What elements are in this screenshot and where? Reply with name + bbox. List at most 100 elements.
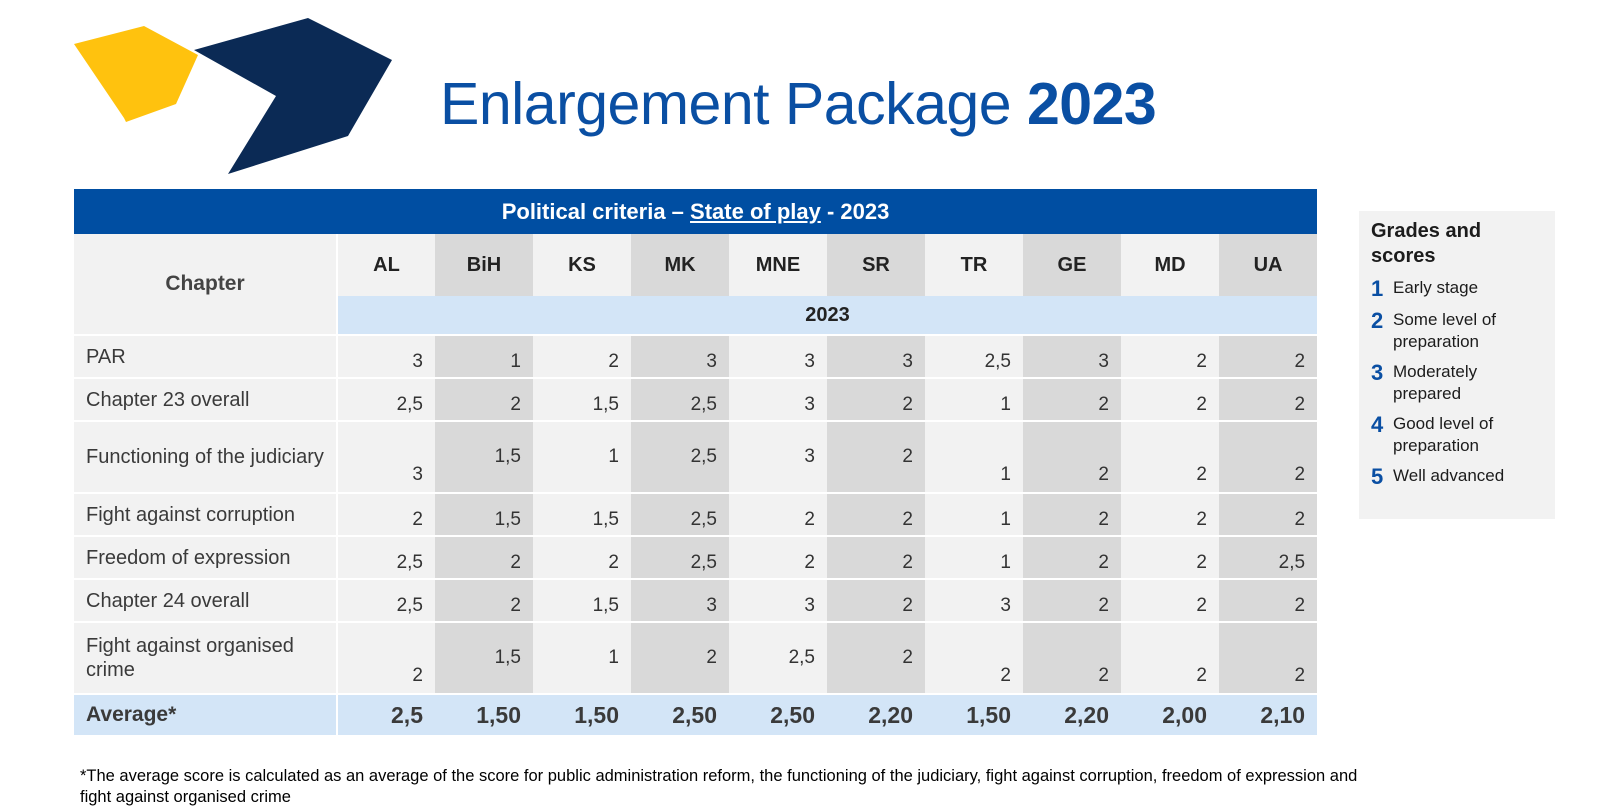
score-cell: 2 (1121, 420, 1219, 493)
score-cell: 3 (631, 334, 729, 378)
table-row: Chapter 23 overall 2,5 2 1,5 2,5 3 2 1 2 2 2 (74, 377, 1318, 421)
score-cell: 2 (729, 492, 827, 536)
average-cell: 2,20 (1023, 693, 1121, 735)
score-cell: 3 (729, 377, 827, 421)
column-header-md: MD (1121, 234, 1219, 296)
table-row: PAR 3 1 2 3 3 3 2,5 3 2 2 (74, 334, 1318, 378)
score-cell: 2 (1219, 334, 1318, 378)
score-cell: 2 (1219, 377, 1318, 421)
table-caption: Political criteria – State of play - 202… (74, 189, 1318, 234)
row-label: Fight against organised crime (74, 621, 338, 694)
score-cell: 1,5 (533, 377, 631, 421)
row-label: Fight against corruption (74, 492, 338, 536)
column-header-sr: SR (827, 234, 925, 296)
score-cell: 2 (1121, 578, 1219, 622)
legend-items: 1 Early stage 2 Some level of preparation 3 M… (1371, 277, 1543, 489)
average-cell: 2,10 (1219, 693, 1318, 735)
average-cell: 2,50 (631, 693, 729, 735)
score-cell: 2,5 (925, 334, 1023, 378)
table-row: Freedom of expression 2,5 2 2 2,5 2 2 1 2 2 2,5 (74, 535, 1318, 579)
score-cell: 1 (925, 377, 1023, 421)
column-header-mk: MK (631, 234, 729, 296)
average-cell: 2,5 (337, 693, 435, 735)
score-cell: 2 (631, 621, 729, 694)
score-cell: 3 (827, 334, 925, 378)
score-cell: 2,5 (337, 377, 435, 421)
table-row: Functioning of the judiciary 3 1,5 1 2,5 3 2 1 2… (74, 420, 1318, 493)
legend-grade-label: Some level of preparation (1393, 310, 1496, 351)
score-cell: 2,5 (631, 420, 729, 493)
legend-grade-number: 4 (1371, 412, 1384, 437)
row-label: Chapter 24 overall (74, 578, 338, 622)
grades-legend: Grades and scores 1 Early stage 2 Some leve… (1359, 211, 1555, 519)
average-footnote: *The average score is calculated as an a… (80, 767, 1358, 806)
score-cell: 2 (1121, 492, 1219, 536)
column-header-mne: MNE (729, 234, 827, 296)
column-header-ua: UA (1219, 234, 1318, 296)
score-cell: 2 (1023, 492, 1121, 536)
average-cell: 2,50 (729, 693, 827, 735)
table-row: Chapter 24 overall 2,5 2 1,5 3 3 2 3 2 2 2 (74, 578, 1318, 622)
score-cell: 1 (533, 621, 631, 694)
score-cell: 2 (827, 377, 925, 421)
score-cell: 2 (1023, 621, 1121, 694)
page-title: Enlargement Package 2023 (440, 70, 1157, 138)
legend-grade-number: 3 (1371, 360, 1384, 385)
caption-underlined: State of play (690, 198, 821, 224)
score-cell: 1 (925, 492, 1023, 536)
score-cell: 2 (925, 621, 1023, 694)
row-label: PAR (74, 334, 338, 378)
score-cell: 3 (729, 420, 827, 493)
score-cell: 2 (1219, 621, 1318, 694)
score-cell: 2,5 (337, 578, 435, 622)
score-cell: 1 (533, 420, 631, 493)
average-cell: 1,50 (533, 693, 631, 735)
score-cell: 2 (1023, 578, 1121, 622)
score-cell: 2 (827, 535, 925, 579)
score-cell: 2,5 (1219, 535, 1318, 579)
table-row: Fight against corruption 2 1,5 1,5 2,5 2 2 1 2 2 2 (74, 492, 1318, 536)
average-label: Average* (74, 693, 338, 735)
legend-item: 1 Early stage (1371, 277, 1543, 301)
legend-grade-label: Good level of preparation (1393, 414, 1494, 455)
score-cell: 1,5 (435, 621, 533, 694)
logo-yellow-chevron (74, 26, 198, 122)
legend-title: Grades and scores (1371, 220, 1482, 267)
score-cell: 1,5 (533, 492, 631, 536)
legend-item: 5 Well advanced (1371, 465, 1543, 489)
column-header-ge: GE (1023, 234, 1121, 296)
score-cell: 2 (1023, 535, 1121, 579)
row-label: Functioning of the judiciary (74, 420, 338, 493)
score-cell: 2,5 (631, 492, 729, 536)
score-cell: 2 (533, 334, 631, 378)
score-cell: 2 (827, 420, 925, 493)
political-criteria-table: Political criteria – State of play - 202… (74, 189, 1318, 735)
score-cell: 2,5 (631, 377, 729, 421)
legend-grade-number: 1 (1371, 276, 1384, 301)
caption-prefix: Political criteria – (501, 198, 684, 224)
score-cell: 2 (337, 492, 435, 536)
score-cell: 2 (533, 535, 631, 579)
year-subheader: 2023 (337, 296, 1318, 335)
average-row: Average* 2,5 1,50 1,50 2,50 2,50 2,20 1,50 2,20 2… (74, 693, 1318, 735)
legend-item: 2 Some level of preparation (1371, 309, 1543, 353)
column-header-al: AL (337, 234, 435, 296)
score-cell: 2 (1219, 492, 1318, 536)
score-cell: 2 (1023, 377, 1121, 421)
column-header-bih: BiH (435, 234, 533, 296)
chapter-column-header: Chapter (74, 234, 338, 335)
score-cell: 1 (925, 535, 1023, 579)
score-cell: 2 (1121, 621, 1219, 694)
score-cell: 2 (1023, 420, 1121, 493)
title-text: Enlargement Package (440, 71, 1012, 137)
row-label: Chapter 23 overall (74, 377, 338, 421)
legend-grade-number: 5 (1371, 464, 1384, 489)
legend-grade-label: Well advanced (1393, 466, 1505, 485)
score-cell: 1 (925, 420, 1023, 493)
row-label: Freedom of expression (74, 535, 338, 579)
score-cell: 2 (1219, 420, 1318, 493)
column-header-ks: KS (533, 234, 631, 296)
score-cell: 2,5 (729, 621, 827, 694)
score-cell: 3 (729, 334, 827, 378)
score-cell: 2 (827, 621, 925, 694)
